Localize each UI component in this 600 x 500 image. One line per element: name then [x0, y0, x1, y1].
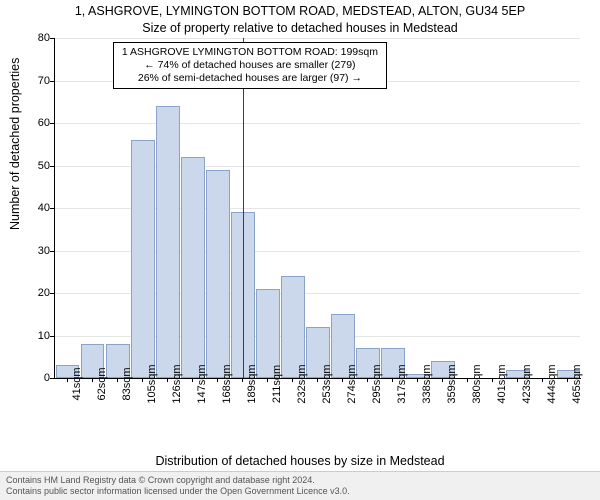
- x-tick-label: 105sqm: [146, 364, 158, 403]
- title-line-2: Size of property relative to detached ho…: [0, 21, 600, 35]
- x-tick-label: 83sqm: [121, 367, 133, 400]
- x-tick-mark: [567, 378, 568, 382]
- x-tick-label: 423sqm: [521, 364, 533, 403]
- y-axis-label: Number of detached properties: [8, 58, 22, 230]
- x-tick-label: 126sqm: [171, 364, 183, 403]
- x-tick-mark: [417, 378, 418, 382]
- x-tick-mark: [117, 378, 118, 382]
- x-tick-label: 253sqm: [321, 364, 333, 403]
- x-tick-label: 232sqm: [296, 364, 308, 403]
- x-tick-label: 168sqm: [221, 364, 233, 403]
- histogram-bar: [156, 106, 180, 378]
- x-tick-mark: [242, 378, 243, 382]
- x-tick-label: 444sqm: [546, 364, 558, 403]
- x-tick-label: 41sqm: [71, 367, 83, 400]
- x-tick-mark: [342, 378, 343, 382]
- plot-area: 1 ASHGROVE LYMINGTON BOTTOM ROAD: 199sqm…: [54, 38, 581, 379]
- y-tick-label: 70: [38, 75, 50, 87]
- footer-line-1: Contains HM Land Registry data © Crown c…: [6, 475, 594, 486]
- x-tick-mark: [442, 378, 443, 382]
- x-tick-mark: [542, 378, 543, 382]
- y-tick-label: 20: [38, 287, 50, 299]
- y-tick-label: 60: [38, 117, 50, 129]
- histogram-bar: [206, 170, 230, 378]
- x-tick-mark: [367, 378, 368, 382]
- x-tick-label: 465sqm: [571, 364, 583, 403]
- x-tick-label: 211sqm: [271, 365, 283, 403]
- x-tick-mark: [392, 378, 393, 382]
- x-tick-label: 380sqm: [471, 364, 483, 403]
- histogram-bar: [181, 157, 205, 378]
- x-tick-label: 274sqm: [346, 364, 358, 403]
- x-tick-mark: [92, 378, 93, 382]
- x-tick-mark: [467, 378, 468, 382]
- x-tick-label: 338sqm: [421, 364, 433, 403]
- info-box-line-3: 26% of semi-detached houses are larger (…: [122, 72, 378, 85]
- x-tick-mark: [292, 378, 293, 382]
- x-tick-label: 401sqm: [496, 364, 508, 403]
- title-line-1: 1, ASHGROVE, LYMINGTON BOTTOM ROAD, MEDS…: [0, 4, 600, 18]
- y-tick-label: 80: [38, 32, 50, 44]
- x-axis-title: Distribution of detached houses by size …: [0, 454, 600, 468]
- x-tick-label: 359sqm: [446, 364, 458, 403]
- histogram-bar: [131, 140, 155, 378]
- x-tick-mark: [317, 378, 318, 382]
- y-tick-label: 10: [38, 330, 50, 342]
- info-box: 1 ASHGROVE LYMINGTON BOTTOM ROAD: 199sqm…: [113, 42, 387, 89]
- x-tick-label: 147sqm: [196, 364, 208, 403]
- x-tick-mark: [67, 378, 68, 382]
- x-tick-mark: [192, 378, 193, 382]
- chart-container: 1, ASHGROVE, LYMINGTON BOTTOM ROAD, MEDS…: [0, 0, 600, 500]
- x-tick-mark: [217, 378, 218, 382]
- y-tick-label: 40: [38, 202, 50, 214]
- info-box-line-2: ← 74% of detached houses are smaller (27…: [122, 59, 378, 72]
- x-tick-mark: [167, 378, 168, 382]
- y-tick-label: 30: [38, 245, 50, 257]
- x-tick-mark: [492, 378, 493, 382]
- x-tick-mark: [517, 378, 518, 382]
- x-tick-label: 189sqm: [246, 364, 258, 403]
- x-tick-label: 62sqm: [96, 367, 108, 400]
- y-tick-label: 50: [38, 160, 50, 172]
- x-tick-label: 317sqm: [396, 364, 408, 403]
- footer-line-2: Contains public sector information licen…: [6, 486, 594, 497]
- info-box-line-1: 1 ASHGROVE LYMINGTON BOTTOM ROAD: 199sqm: [122, 46, 378, 59]
- histogram-bar: [281, 276, 305, 378]
- x-tick-label: 295sqm: [371, 364, 383, 403]
- x-tick-mark: [267, 378, 268, 382]
- x-tick-mark: [142, 378, 143, 382]
- footer: Contains HM Land Registry data © Crown c…: [0, 471, 600, 500]
